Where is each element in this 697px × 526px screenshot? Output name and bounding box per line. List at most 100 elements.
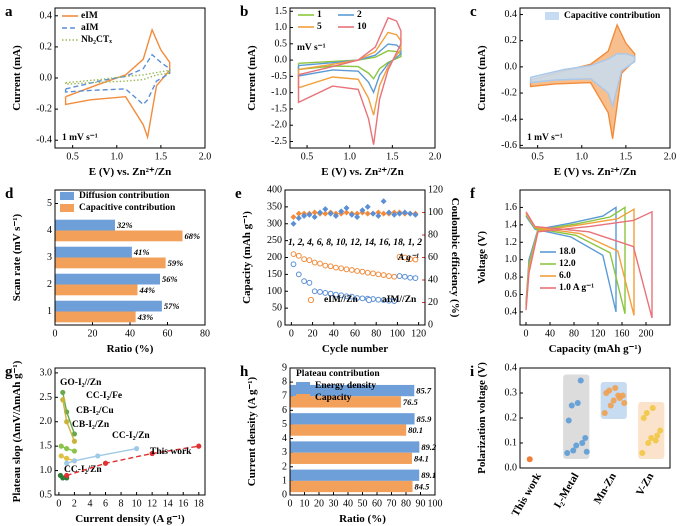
x-tick-label: 12 — [147, 499, 157, 510]
plot-frame — [519, 189, 671, 326]
point — [396, 210, 403, 217]
point — [407, 274, 414, 281]
point — [359, 295, 366, 302]
x-tick-label: 10 — [300, 499, 310, 510]
panel-letter: e — [235, 186, 242, 202]
point — [322, 210, 329, 217]
legend-label: 6.0 — [559, 271, 571, 281]
bar — [290, 413, 415, 425]
legend-label: 10 — [357, 22, 367, 32]
point — [322, 290, 329, 296]
point — [295, 252, 302, 259]
x-tick-label: 1.0 — [111, 152, 124, 163]
legend-label: 1.0 A g⁻¹ — [559, 283, 594, 293]
point — [322, 262, 329, 269]
x-tick-label: 20 — [88, 329, 98, 340]
point — [71, 431, 78, 437]
x-tick-label: 100 — [390, 329, 405, 340]
x-tick-label: 70 — [387, 499, 397, 510]
x-tick-label: 0.5 — [66, 152, 79, 163]
x-tick-label: 80 — [401, 499, 411, 510]
data-label: 56% — [162, 274, 178, 284]
y-tick-label: 300 — [267, 218, 282, 229]
y-tick-label: -2.5 — [271, 136, 287, 147]
x-tick-label: 2 — [72, 499, 77, 510]
y-tick-label: 2 — [282, 461, 287, 472]
point — [333, 291, 339, 298]
point — [645, 440, 652, 446]
point — [359, 268, 366, 275]
point — [364, 210, 371, 217]
legend-label: 1 — [317, 10, 322, 20]
y-tick-label: -0.2 — [36, 104, 52, 115]
point — [391, 211, 398, 218]
point — [583, 448, 590, 455]
bar — [55, 311, 136, 323]
y-tick-label: 1.4 — [505, 219, 518, 230]
point — [612, 385, 619, 391]
x-tick-label: 0 — [56, 499, 61, 510]
point — [322, 206, 329, 213]
y-axis-label: Current (mA) — [246, 45, 258, 111]
y-tick-label: -0.5 — [271, 71, 287, 82]
point — [338, 265, 345, 272]
point — [327, 290, 334, 297]
legend-label: eIM — [81, 11, 98, 21]
point — [375, 209, 382, 216]
point — [407, 210, 414, 217]
point — [601, 410, 608, 416]
point — [401, 209, 408, 216]
series-label: CB-I₂/Cu — [76, 406, 114, 416]
y-tick-label: 100 — [267, 286, 282, 297]
x-tick-label: 1.5 — [386, 152, 399, 163]
data-label: 84.5 — [415, 482, 431, 492]
x-tick-label: 18 — [194, 499, 204, 510]
y-axis-label: Voltage (V) — [476, 231, 488, 284]
legend-label: Nb₂CTₓ — [81, 35, 112, 45]
y-tick-label: 1.5 — [40, 441, 53, 452]
plot-frame — [54, 367, 206, 496]
x-tick-label: 90 — [416, 499, 426, 510]
y-axis-label: Current (mA) — [476, 45, 488, 111]
x-tick-label: 2.0 — [199, 152, 212, 163]
plot-frame — [284, 189, 426, 326]
data-label: 76.5 — [403, 397, 419, 407]
y-tick-label: 5 — [282, 419, 287, 430]
x-tick-label: 100 — [428, 499, 443, 510]
y2-tick-label: 80 — [428, 230, 438, 241]
point — [607, 402, 614, 409]
x-axis-label: Cycle number — [322, 343, 388, 355]
point — [348, 293, 355, 300]
data-label: 32% — [116, 220, 133, 230]
x-tick-label: 50 — [358, 499, 368, 510]
y-tick-label: 400 — [267, 185, 282, 196]
line — [66, 447, 137, 464]
series-label: This work — [150, 447, 192, 457]
x-tick-label: 0.5 — [531, 152, 544, 163]
bar — [290, 396, 401, 408]
legend-label: Capacitive contribution — [564, 11, 661, 21]
bar — [55, 284, 138, 296]
panel-letter: c — [470, 4, 477, 20]
y2-tick-label: 0 — [428, 320, 433, 331]
data-label: 59% — [168, 258, 184, 268]
point — [573, 442, 580, 449]
x-tick-label: 80 — [200, 329, 210, 340]
point — [412, 211, 419, 218]
point — [639, 450, 646, 456]
point — [64, 460, 70, 466]
x-tick-label: 1.0 — [343, 152, 356, 163]
plot-frame — [519, 7, 671, 149]
x-tick-label: 40 — [545, 329, 555, 340]
x-tick-label: 120 — [591, 329, 606, 340]
point — [60, 397, 66, 403]
line — [66, 445, 199, 477]
y-tick-label: 3 — [47, 252, 52, 263]
annotation: 1, 2, 4, 6, 8, 10, 12, 14, 16, 18, 1, 2 — [288, 238, 422, 248]
legend-label: Capacitive contribution — [79, 203, 176, 213]
plot-frame — [54, 7, 206, 149]
y-axis-label: Scan rate (mV s⁻¹) — [11, 213, 23, 301]
y-tick-label: 9 — [282, 363, 287, 374]
y-axis-label: Current density (A g⁻¹) — [246, 376, 258, 486]
